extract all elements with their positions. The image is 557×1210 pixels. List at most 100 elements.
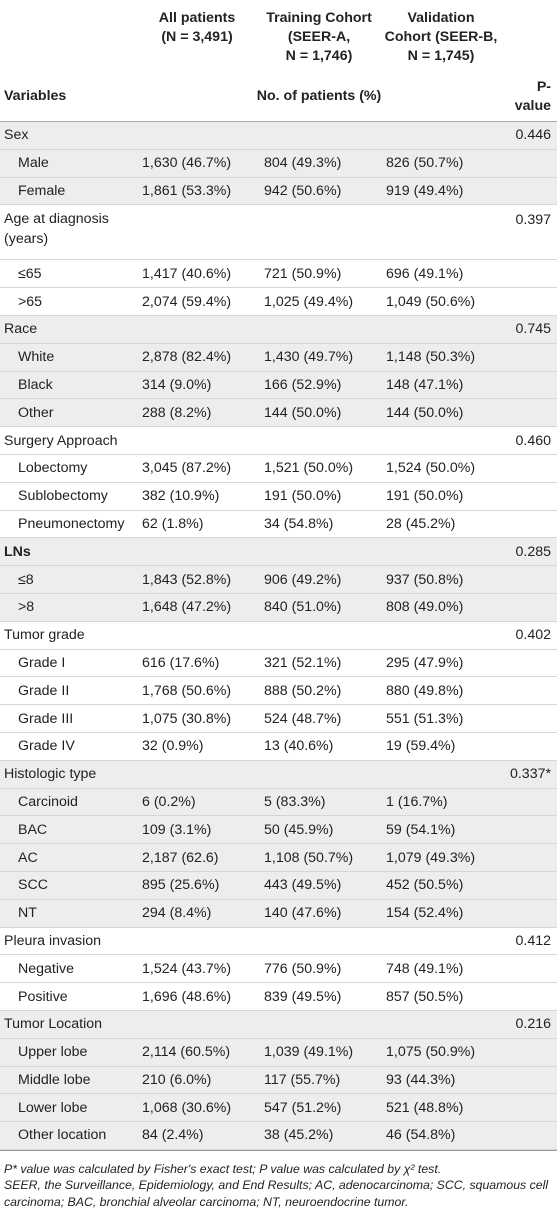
- pvalue-cell: [502, 1093, 557, 1123]
- header-training-cohort: Training Cohort (SEER-A, N = 1,746): [258, 0, 380, 72]
- validation-cell: [380, 621, 502, 650]
- pvalue-cell: [502, 482, 557, 511]
- pvalue-cell: [502, 149, 557, 178]
- training-cell: 1,039 (49.1%): [258, 1038, 380, 1067]
- validation-cell: [380, 426, 502, 455]
- category-row: Tumor Location 0.216: [0, 1010, 557, 1039]
- variable-label: Negative: [0, 954, 136, 984]
- category-label: Sex: [0, 121, 136, 150]
- table-row: Lobectomy 3,045 (87.2%) 1,521 (50.0%) 1,524…: [0, 454, 557, 483]
- training-cell: [258, 121, 380, 150]
- category-label: Age at diagnosis (years): [0, 204, 136, 261]
- validation-cell: 1 (16.7%): [380, 788, 502, 817]
- validation-cell: 748 (49.1%): [380, 954, 502, 984]
- validation-cell: [380, 204, 502, 261]
- training-cell: 5 (83.3%): [258, 788, 380, 817]
- header-all-patients-line1: All patients: [158, 10, 236, 26]
- header-variables: Variables: [0, 72, 136, 122]
- category-label: Histologic type: [0, 760, 136, 789]
- header-training-line2: (SEER-A,: [287, 29, 351, 45]
- table-row: Grade IV 32 (0.9%) 13 (40.6%) 19 (59.4%): [0, 732, 557, 761]
- table-row: Grade II 1,768 (50.6%) 888 (50.2%) 880 (49.…: [0, 676, 557, 706]
- all-patients-cell: 1,630 (46.7%): [136, 149, 258, 178]
- training-cell: 888 (50.2%): [258, 676, 380, 706]
- validation-cell: 19 (59.4%): [380, 732, 502, 761]
- table-row: >8 1,648 (47.2%) 840 (51.0%) 808 (49.0%): [0, 593, 557, 622]
- training-cell: [258, 1010, 380, 1039]
- variable-label: Upper lobe: [0, 1038, 136, 1067]
- table-row: Male 1,630 (46.7%) 804 (49.3%) 826 (50.7%): [0, 149, 557, 178]
- all-patients-cell: [136, 121, 258, 150]
- category-label: Tumor Location: [0, 1010, 136, 1039]
- validation-cell: 696 (49.1%): [380, 259, 502, 289]
- training-cell: [258, 426, 380, 455]
- pvalue-cell: [502, 704, 557, 733]
- variable-label: Other: [0, 398, 136, 428]
- pvalue-cell: [502, 343, 557, 372]
- variable-label: Middle lobe: [0, 1066, 136, 1095]
- validation-cell: 1,049 (50.6%): [380, 287, 502, 316]
- validation-cell: 28 (45.2%): [380, 510, 502, 539]
- variable-label: Black: [0, 371, 136, 400]
- header-validation-cohort: Validation Cohort (SEER-B, N = 1,745): [380, 0, 502, 72]
- footnote-line2: SEER, the Surveillance, Epidemiology, an…: [4, 1178, 549, 1209]
- training-cell: 804 (49.3%): [258, 149, 380, 178]
- category-row: Tumor grade 0.402: [0, 621, 557, 650]
- training-cell: [258, 315, 380, 344]
- header-pvalue: P-value: [502, 72, 557, 122]
- variable-label: Grade II: [0, 676, 136, 706]
- training-cell: 547 (51.2%): [258, 1093, 380, 1123]
- all-patients-cell: 288 (8.2%): [136, 398, 258, 428]
- training-cell: 34 (54.8%): [258, 510, 380, 539]
- pvalue-cell: 0.397: [502, 204, 557, 261]
- table-row: NT 294 (8.4%) 140 (47.6%) 154 (52.4%): [0, 899, 557, 928]
- pvalue-cell: [502, 259, 557, 289]
- header-row-variables: Variables No. of patients (%) P-value: [0, 72, 557, 122]
- all-patients-cell: [136, 537, 258, 567]
- table-row: >65 2,074 (59.4%) 1,025 (49.4%) 1,049 (50.6…: [0, 287, 557, 316]
- training-cell: 721 (50.9%): [258, 259, 380, 289]
- category-row: Sex 0.446: [0, 121, 557, 150]
- category-label: Race: [0, 315, 136, 344]
- validation-cell: 919 (49.4%): [380, 177, 502, 206]
- header-training-line3: N = 1,746): [285, 48, 353, 64]
- pvalue-cell: 0.285: [502, 537, 557, 567]
- validation-cell: 857 (50.5%): [380, 982, 502, 1011]
- table-row: White 2,878 (82.4%) 1,430 (49.7%) 1,148 (50…: [0, 343, 557, 372]
- table-row: Pneumonectomy 62 (1.8%) 34 (54.8%) 28 (45.2…: [0, 510, 557, 539]
- footnote-line1: P* value was calculated by Fisher's exac…: [4, 1161, 442, 1176]
- table-row: Negative 1,524 (43.7%) 776 (50.9%) 748 (49.…: [0, 954, 557, 984]
- category-row: Pleura invasion 0.412: [0, 927, 557, 956]
- header-validation-line2: Cohort (SEER-B,: [384, 29, 498, 45]
- all-patients-cell: [136, 760, 258, 789]
- variable-label: Lower lobe: [0, 1093, 136, 1123]
- variable-label: Grade IV: [0, 732, 136, 761]
- training-cell: [258, 537, 380, 567]
- training-cell: 38 (45.2%): [258, 1121, 380, 1150]
- header-training-line1: Training Cohort: [266, 10, 372, 26]
- variable-label: Female: [0, 177, 136, 206]
- validation-cell: [380, 121, 502, 150]
- table-row: AC 2,187 (62.6) 1,108 (50.7%) 1,079 (49.3%): [0, 843, 557, 872]
- category-row: Age at diagnosis (years) 0.397: [0, 204, 557, 261]
- all-patients-cell: 84 (2.4%): [136, 1121, 258, 1150]
- pvalue-cell: 0.216: [502, 1010, 557, 1039]
- training-cell: 1,521 (50.0%): [258, 454, 380, 483]
- all-patients-cell: 1,075 (30.8%): [136, 704, 258, 733]
- variable-label: Sublobectomy: [0, 482, 136, 511]
- variable-label: White: [0, 343, 136, 372]
- training-cell: 776 (50.9%): [258, 954, 380, 984]
- pvalue-cell: [502, 676, 557, 706]
- variable-label: Carcinoid: [0, 788, 136, 817]
- table-row: ≤8 1,843 (52.8%) 906 (49.2%) 937 (50.8%): [0, 565, 557, 594]
- validation-cell: 452 (50.5%): [380, 871, 502, 900]
- training-cell: 1,025 (49.4%): [258, 287, 380, 316]
- category-label: Pleura invasion: [0, 927, 136, 956]
- pvalue-cell: [502, 287, 557, 316]
- pvalue-cell: 0.402: [502, 621, 557, 650]
- all-patients-cell: 2,878 (82.4%): [136, 343, 258, 372]
- pvalue-cell: [502, 1038, 557, 1067]
- all-patients-cell: 2,114 (60.5%): [136, 1038, 258, 1067]
- table-row: Grade I 616 (17.6%) 321 (52.1%) 295 (47.9%): [0, 649, 557, 678]
- pvalue-cell: [502, 177, 557, 206]
